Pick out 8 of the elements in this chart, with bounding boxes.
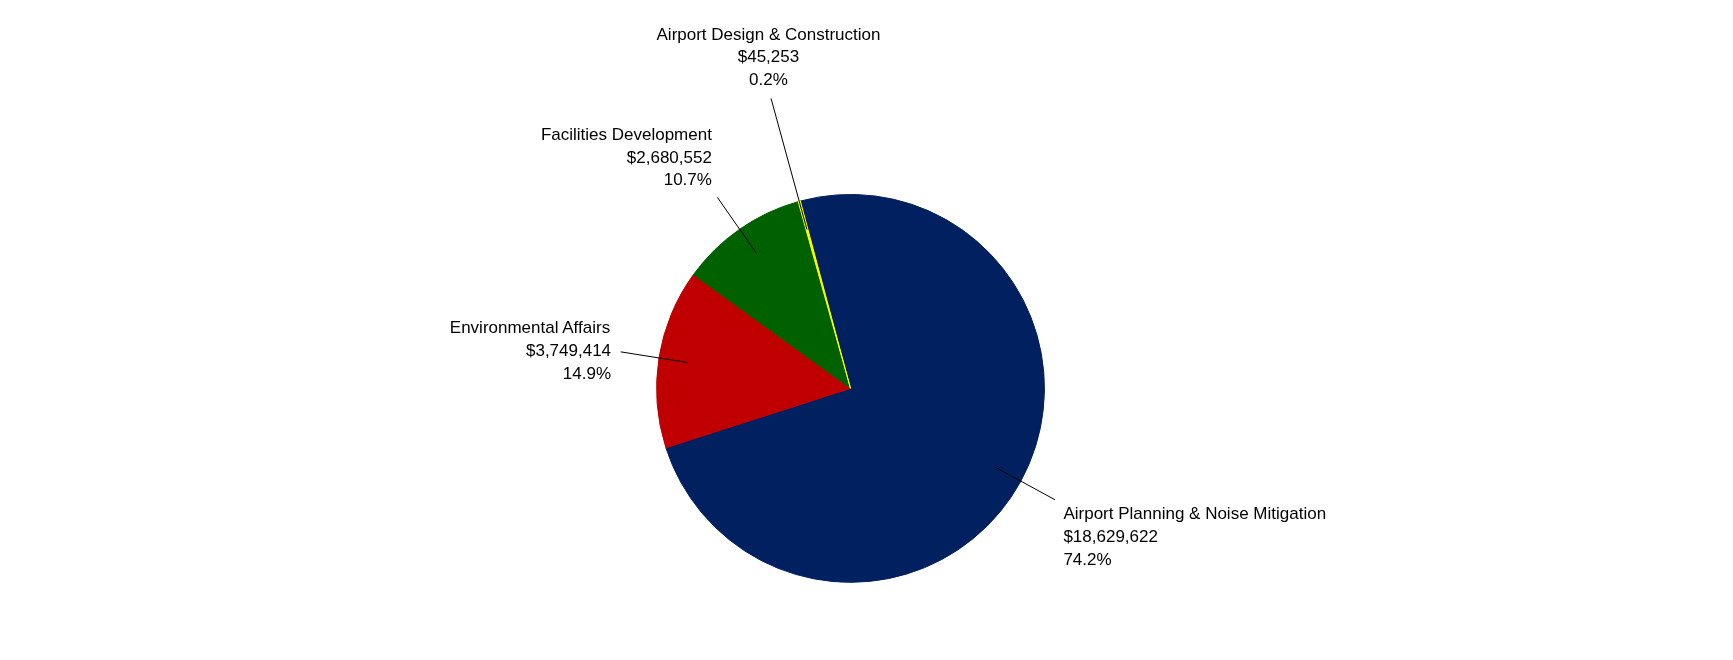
slice-label: Airport Design & Construction bbox=[656, 24, 881, 44]
data-label: $3,749,414 14.9% bbox=[526, 340, 612, 383]
slice-label: Facilities Development bbox=[540, 124, 713, 144]
data-label: $45,253 0.2% bbox=[737, 47, 800, 90]
slice-label: Environmental Affairs bbox=[449, 318, 611, 338]
slice-label: Airport Planning & Noise Mitigation bbox=[1063, 504, 1327, 524]
data-label: $18,629,622 74.2% bbox=[1063, 527, 1158, 569]
data-label: $2,680,552 10.7% bbox=[626, 147, 712, 190]
